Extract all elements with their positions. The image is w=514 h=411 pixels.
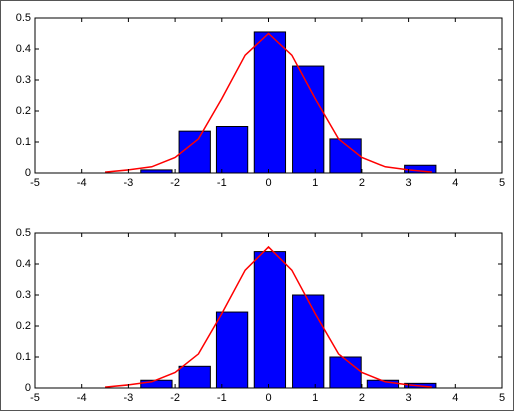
y-tick-label: 0.2 <box>16 320 31 332</box>
x-tick-label: 1 <box>312 392 318 404</box>
bar <box>253 251 287 389</box>
x-tick-label: -5 <box>30 177 40 189</box>
y-tick-label: 0.4 <box>16 258 31 270</box>
x-tick-label: 4 <box>452 392 458 404</box>
bar <box>215 126 249 174</box>
x-tick-label: -4 <box>77 177 87 189</box>
y-tick-label: 0.5 <box>16 12 31 24</box>
x-tick-label: 3 <box>406 392 412 404</box>
bar <box>178 130 211 174</box>
y-tick-label: 0.1 <box>16 351 31 363</box>
x-tick-label: 5 <box>499 392 505 404</box>
x-tick-label: 0 <box>265 177 271 189</box>
y-tick-label: 0.5 <box>16 227 31 239</box>
x-tick-label: -4 <box>77 392 87 404</box>
y-tick-label: 0.3 <box>16 289 31 301</box>
bar <box>253 31 287 174</box>
fit-curve <box>104 32 433 173</box>
x-tick-label: -2 <box>170 177 180 189</box>
x-tick-label: -1 <box>217 392 227 404</box>
bar <box>329 356 362 389</box>
x-tick-label: 2 <box>359 177 365 189</box>
bar <box>140 379 173 389</box>
bar <box>292 65 325 174</box>
bar <box>178 365 211 389</box>
x-tick-label: 5 <box>499 177 505 189</box>
fit-curve <box>104 245 433 388</box>
y-tick-label: 0.2 <box>16 105 31 117</box>
x-tick-label: 1 <box>312 177 318 189</box>
y-tick-label: 0.3 <box>16 74 31 86</box>
x-tick-label: 2 <box>359 392 365 404</box>
x-tick-label: 4 <box>452 177 458 189</box>
y-tick-label: 0.4 <box>16 43 31 55</box>
x-tick-label: 0 <box>265 392 271 404</box>
y-tick-label: 0.1 <box>16 136 31 148</box>
y-tick-label: 0 <box>25 167 31 179</box>
x-tick-label: -5 <box>30 392 40 404</box>
y-tick-label: 0 <box>25 382 31 394</box>
x-tick-label: -3 <box>124 177 134 189</box>
x-tick-label: 3 <box>406 177 412 189</box>
x-tick-label: -2 <box>170 392 180 404</box>
bar <box>215 311 249 389</box>
bar <box>292 294 325 389</box>
x-tick-label: -3 <box>124 392 134 404</box>
x-tick-label: -1 <box>217 177 227 189</box>
